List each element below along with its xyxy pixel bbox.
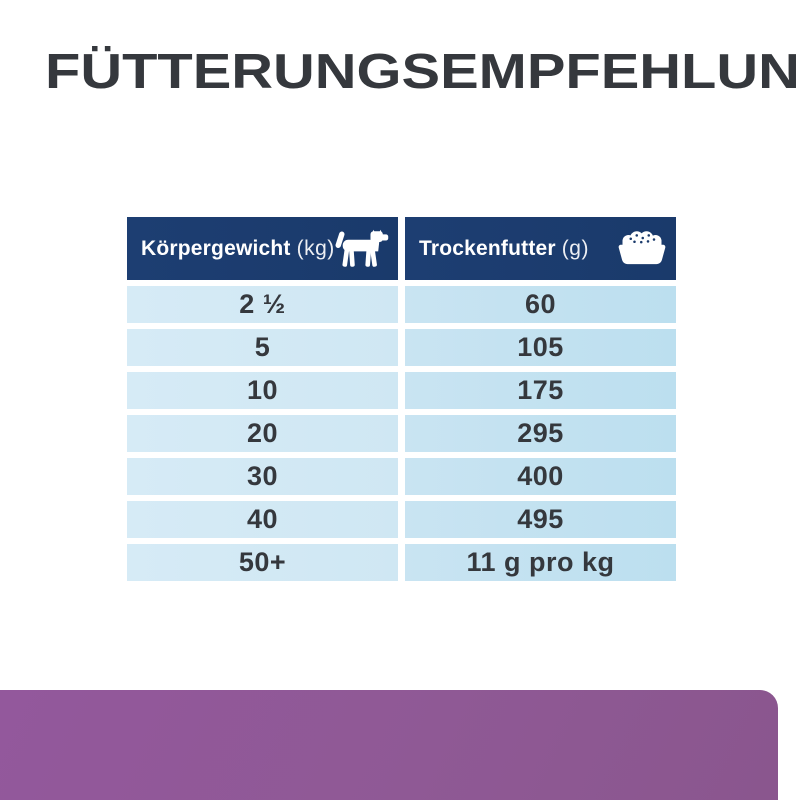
table-cell-weight: 40 [127,501,398,538]
table-cell-weight: 2 ½ [127,286,398,323]
column-label: Trockenfutter [419,236,556,260]
table-cell-food: 60 [405,286,676,323]
feeding-table: Körpergewicht (kg) Troc [127,217,676,581]
dog-icon [335,228,389,270]
table-cell-food: 295 [405,415,676,452]
column-label: Körpergewicht [141,236,291,260]
table-cell-weight: 20 [127,415,398,452]
table-cell-weight: 10 [127,372,398,409]
food-bowl-icon [618,231,666,266]
page-title: FÜTTERUNGSEMPFEHLUNG [45,45,800,99]
table-cell-weight: 5 [127,329,398,366]
footer-accent-band [0,690,778,800]
column-unit: (kg) [296,236,335,260]
column-unit: (g) [561,236,589,260]
column-header-dry-food: Trockenfutter (g) [405,217,676,280]
table-cell-weight: 50+ [127,544,398,581]
table-cell-food: 105 [405,329,676,366]
table-cell-food: 400 [405,458,676,495]
table-cell-food: 495 [405,501,676,538]
table-cell-food: 175 [405,372,676,409]
table-cell-weight: 30 [127,458,398,495]
table-cell-food: 11 g pro kg [405,544,676,581]
column-header-body-weight: Körpergewicht (kg) [127,217,398,280]
